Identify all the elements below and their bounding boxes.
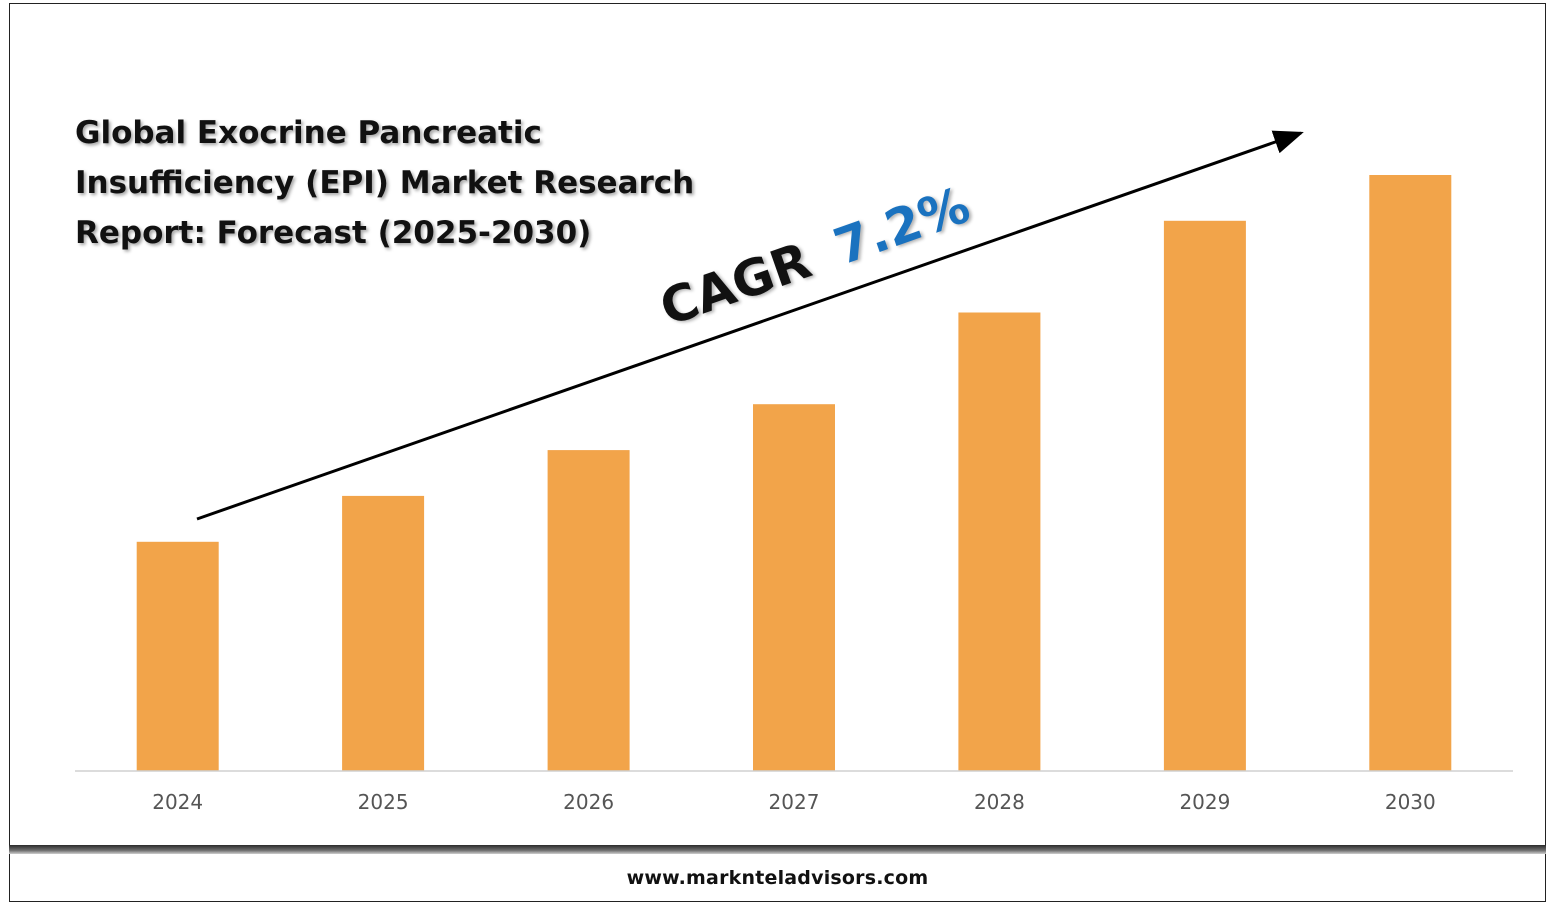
bar-2026 (547, 450, 630, 771)
x-tick-label-2027: 2027 (769, 790, 820, 814)
bar-2027 (753, 404, 835, 771)
x-tick-label-2026: 2026 (563, 790, 614, 814)
chart-title: Global Exocrine Pancreatic Insufficiency… (75, 115, 695, 251)
x-tick-label-2028: 2028 (974, 790, 1025, 814)
cagr-value: 7.2% (827, 176, 977, 277)
x-tick-labels: 2024 2025 2026 2027 2028 2029 2030 (152, 790, 1436, 814)
bar-2024 (136, 541, 219, 771)
footer-url[interactable]: www.marknteladvisors.com (626, 866, 929, 889)
cagr-trend-arrow (196, 130, 1304, 521)
bar-2030 (1369, 175, 1452, 771)
bar-2025 (342, 495, 425, 771)
footer-divider (9, 845, 1546, 854)
x-tick-label-2029: 2029 (1179, 790, 1230, 814)
bars-group (136, 175, 1452, 772)
x-tick-label-2024: 2024 (152, 790, 203, 814)
x-tick-label-2030: 2030 (1385, 790, 1436, 814)
x-tick-label-2025: 2025 (358, 790, 409, 814)
footer: www.marknteladvisors.com (9, 854, 1546, 902)
bar-2028 (958, 312, 1041, 771)
bar-2029 (1163, 220, 1246, 772)
